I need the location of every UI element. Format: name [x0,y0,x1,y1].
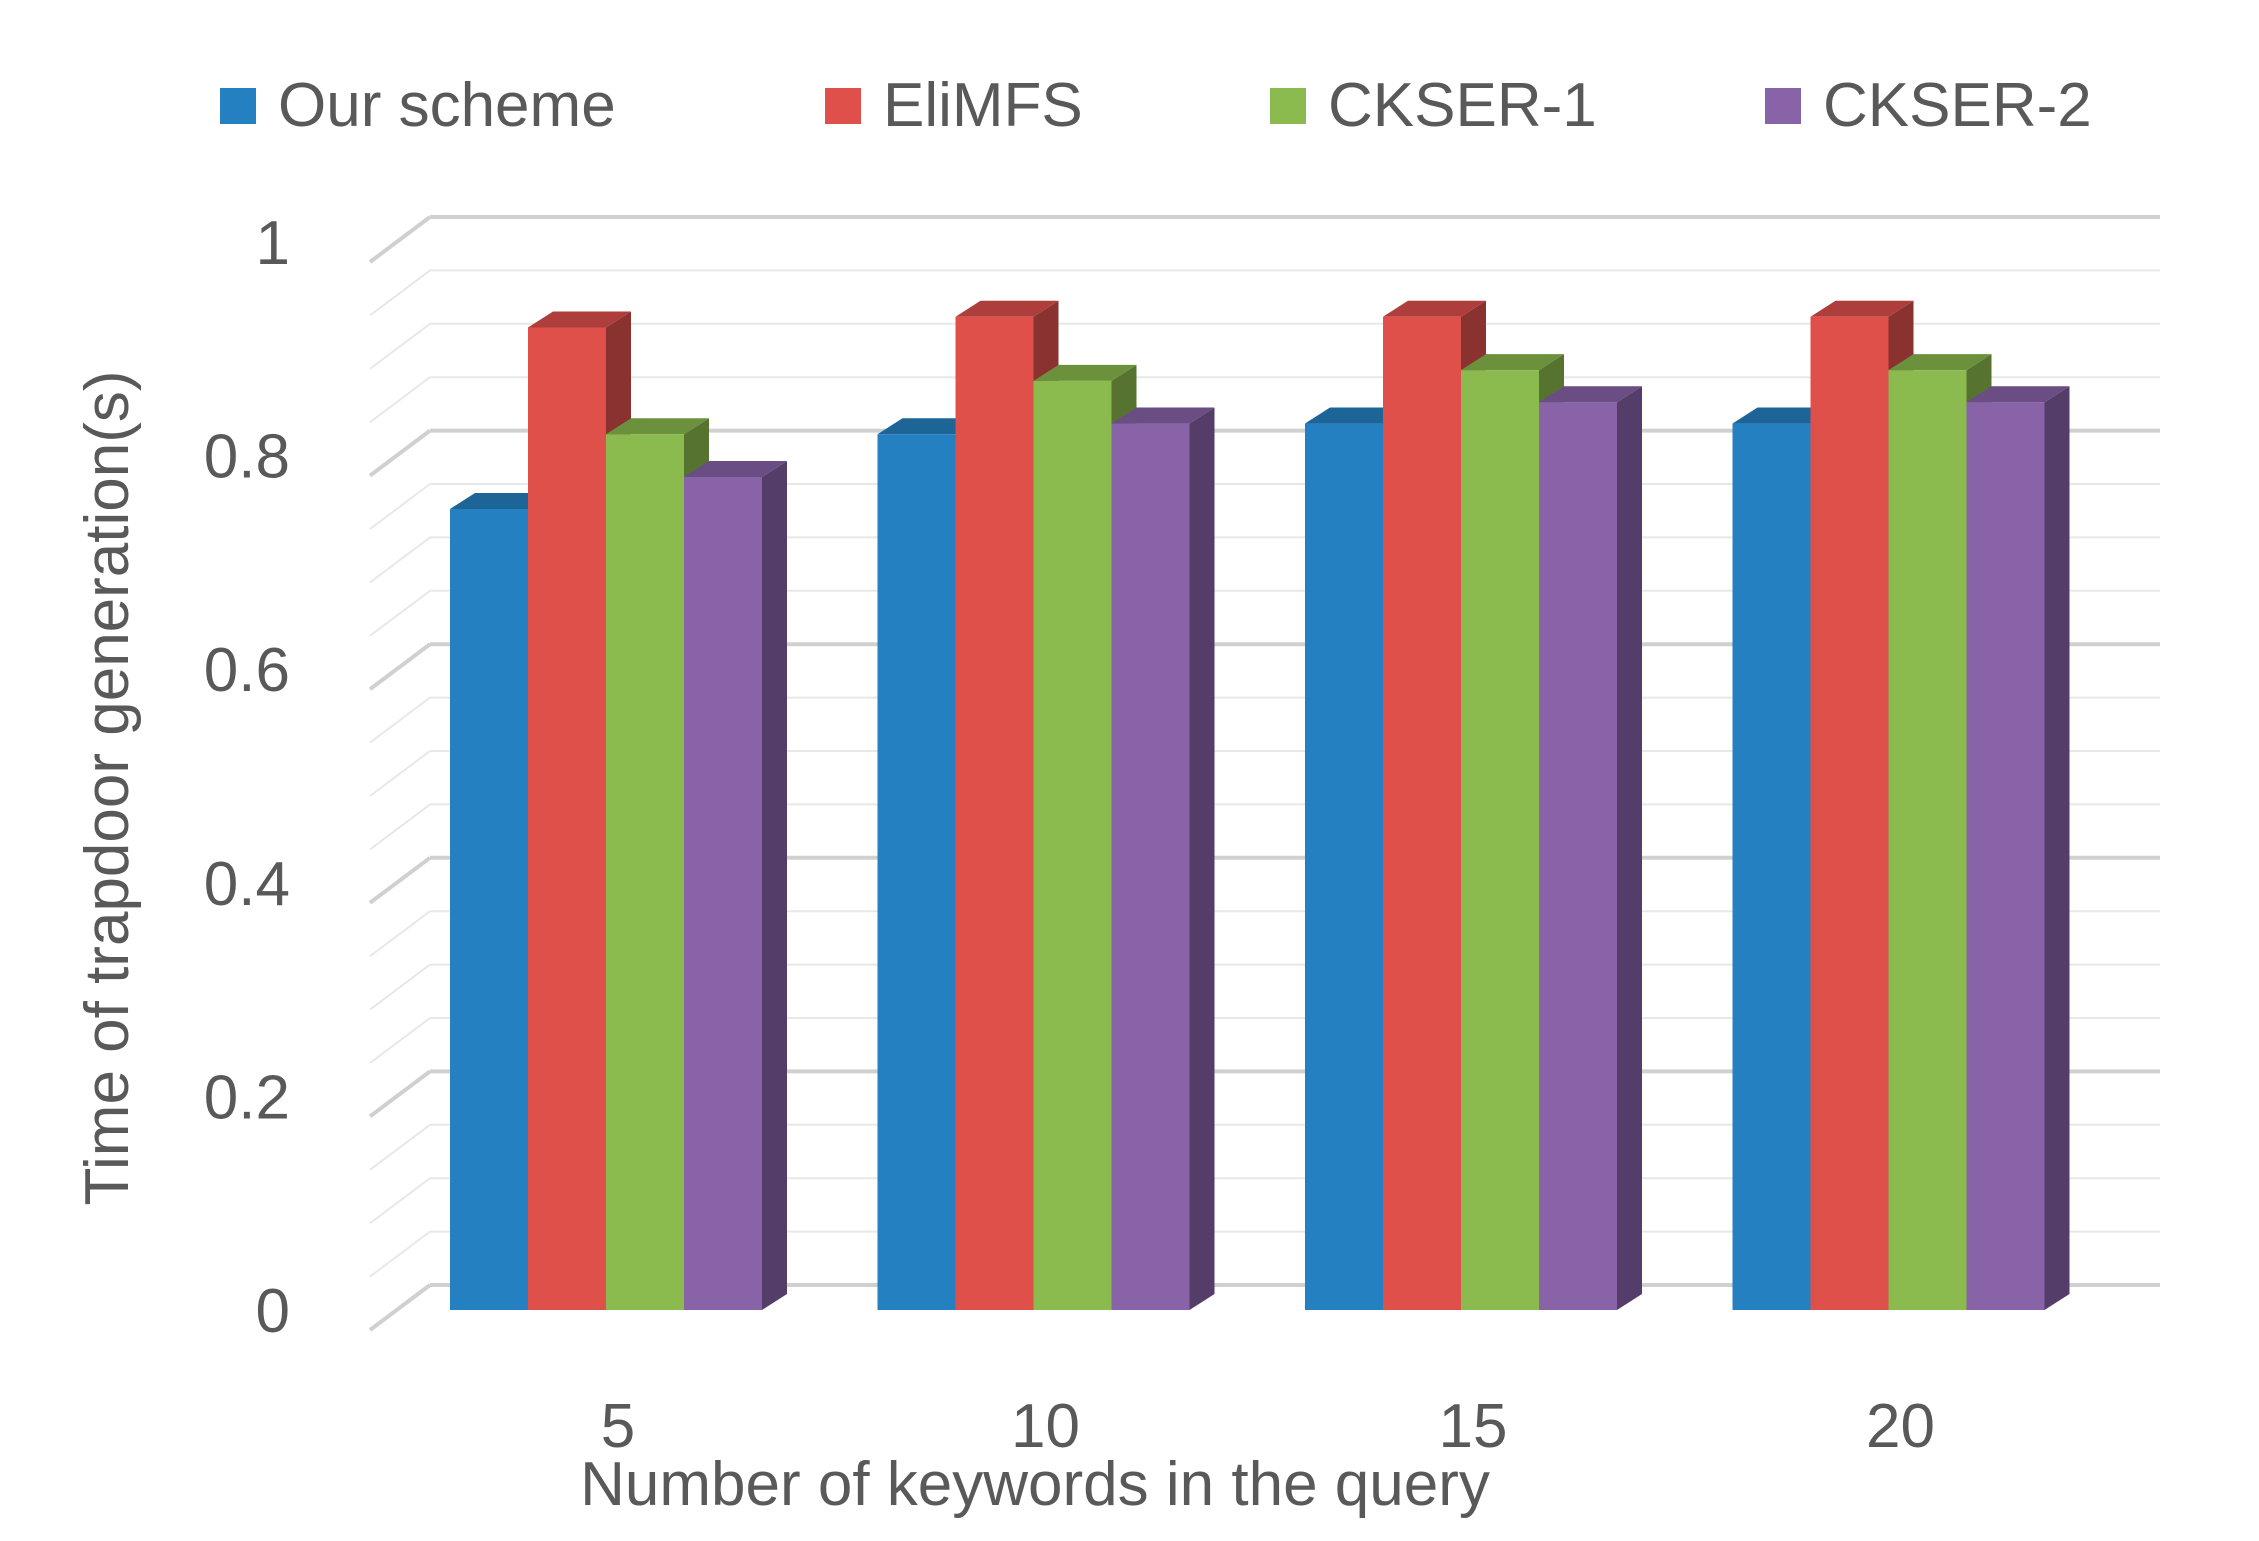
y-axis-ticks: 0 0.2 0.4 0.6 0.8 1 [204,209,290,1346]
gridline [369,910,431,958]
bar-ckser-2-10 [1111,407,1215,1310]
gridline [368,856,432,905]
y-axis-label: Time of trapdoor generation(s) [73,370,142,1205]
gridline [369,1017,431,1064]
bars [450,300,2070,1311]
legend-swatch [220,88,256,124]
gridline [369,696,431,744]
y-tick-label: 0 [256,1277,290,1346]
gridline [369,750,431,797]
y-tick-label: 0.8 [204,423,290,492]
bar-ckser-2-20 [1966,386,2070,1310]
gridline [369,269,431,317]
gridline [369,1124,431,1171]
y-tick-label: 1 [256,209,290,278]
bar-ckser-2-15 [1539,386,1642,1310]
legend-entry: EliMFS [825,71,1083,140]
legend: Our scheme EliMFS CKSER-1 CKSER-2 [220,71,2092,140]
y-tick-label: 0.6 [204,636,290,705]
legend-label: Our scheme [278,71,616,140]
x-tick-label: 10 [1011,1392,1080,1461]
gridline [369,322,431,370]
legend-label: CKSER-2 [1823,71,2092,140]
gridline [369,376,431,424]
legend-swatch [825,88,861,124]
legend-entry: CKSER-1 [1270,71,1597,140]
gridline [368,215,432,264]
bar-ckser-2-5 [684,460,787,1311]
gridline [368,642,432,691]
x-tick-label: 5 [601,1392,635,1461]
gridline [369,803,431,851]
x-tick-label: 20 [1866,1392,1935,1461]
y-tick-label: 0.4 [204,850,290,919]
x-tick-label: 15 [1439,1392,1508,1461]
gridline [369,1230,431,1278]
gridline [369,589,431,637]
gridline [369,536,431,584]
gridline [369,1177,431,1224]
x-axis-label: Number of keywords in the query [580,1450,1490,1519]
legend-entry: Our scheme [220,71,616,140]
gridline [369,483,431,530]
legend-label: CKSER-1 [1328,71,1597,140]
x-axis-ticks: 5 10 15 20 [601,1392,1935,1461]
legend-entry: CKSER-2 [1765,71,2092,140]
legend-swatch [1765,88,1801,124]
gridline [368,1283,432,1332]
gridline [368,1069,432,1119]
gridline [368,429,432,478]
gridline [369,963,431,1011]
legend-swatch [1270,88,1306,124]
y-tick-label: 0.2 [204,1063,290,1132]
legend-label: EliMFS [883,71,1083,140]
